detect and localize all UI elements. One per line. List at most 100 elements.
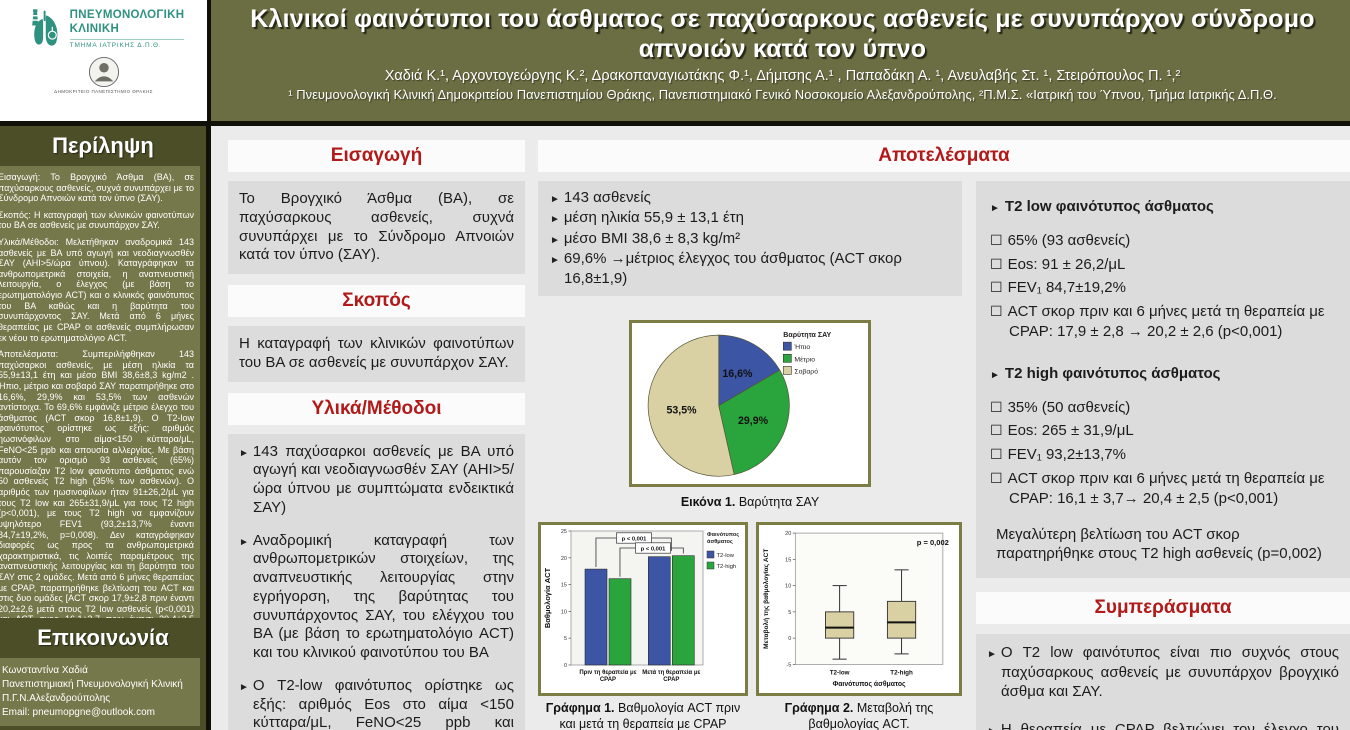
affiliations-line: ¹ Πνευμονολογική Κλινική Δημοκριτείου Πα… (288, 87, 1277, 102)
t2high-item: 35% (50 ασθενείς) (990, 398, 1336, 418)
methods-bullet: 143 παχύσαρκοι ασθενείς με ΒΑ υπό αγωγή … (239, 443, 514, 518)
chart1-caption-text: Βαθμολογία ACT πριν και μετά τη θεραπεία… (559, 700, 741, 730)
t2high-heading: T2 high φαινότυπος άσθματος (990, 364, 1336, 384)
t2low-item: 65% (93 ασθενείς) (990, 231, 1336, 251)
svg-text:CPAP: CPAP (600, 677, 616, 683)
svg-text:T2-high: T2-high (717, 564, 737, 570)
clinic-name-line1: ΠΝΕΥΜΟΝΟΛΟΓΙΚΗ (69, 9, 185, 22)
svg-text:Σοβαρό: Σοβαρό (794, 368, 818, 376)
chart2-caption-text: Μεταβολή της βαθμολογίας ACT. (808, 700, 934, 730)
svg-text:10: 10 (561, 610, 567, 616)
t2low-heading: T2 low φαινότυπος άσθματος (990, 197, 1336, 217)
svg-text:Μετά τη θεραπεία με: Μετά τη θεραπεία με (642, 670, 700, 676)
contact-line: Π.Γ.Ν.Αλεξανδρούπολης (2, 693, 111, 704)
university-seal-caption: ΔΗΜΟΚΡΙΤΕΙΟ ΠΑΝΕΠΙΣΤΗΜΙΟ ΘΡΑΚΗΣ (54, 89, 153, 94)
abstract-text-box: Εισαγωγή: Το Βρογχικό Άσθμα (ΒΑ), σε παχ… (0, 166, 200, 618)
results-details-column: T2 low φαινότυπος άσθματος 65% (93 ασθεν… (976, 181, 1350, 730)
abstract-paragraph: Υλικά/Μέθοδοι: Μελετήθηκαν αναδρομικά 14… (0, 237, 194, 343)
header-text: Κλινικοί φαινότυποι του άσθματος σε παχύ… (215, 0, 1350, 121)
intro-section-heading: Εισαγωγή (228, 140, 525, 172)
purpose-section-heading: Σκοπός (228, 285, 525, 317)
results-figures-column: 143 ασθενείςμέση ηλικία 55,9 ± 13,1 έτημ… (538, 181, 962, 730)
poster-title-line2: απνοιών κατά τον ύπνο (638, 34, 927, 63)
results-bullet: μέσο BMI 38,6 ± 8,3 kg/m² (550, 229, 950, 249)
methods-section-heading: Υλικά/Μέθοδοι (228, 392, 525, 425)
methods-bullets-box: 143 παχύσαρκοι ασθενείς με ΒΑ υπό αγωγή … (228, 433, 525, 730)
figure1-caption: Εικόνα 1. Βαρύτητα ΣΑΥ (538, 495, 962, 511)
severity-pie-panel: 16,6% 29,9% 53,5% Βαρύτητα ΣΑΥ Ήπιο Μέτριο Σοβ… (629, 320, 871, 487)
svg-text:Φαινότυπος άσθματος: Φαινότυπος άσθματος (833, 681, 906, 688)
svg-text:25: 25 (561, 529, 567, 535)
t2low-item: ACT σκορ πριν και 6 μήνες μετά τη θεραπε… (990, 302, 1336, 342)
abstract-paragraph: Αποτελέσματα: Συμπεριλήφθηκαν 143 παχύσα… (0, 349, 194, 618)
methods-column: Εισαγωγή Το Βρογχικό Άσθμα (ΒΑ), σε παχύ… (228, 140, 525, 730)
results-bullet: 69,6% →μέτριος έλεγχος του άσθματος (ACT… (550, 249, 950, 290)
contact-line: Πανεπιστημιακή Πνευμονολογική Κλινική (2, 679, 183, 690)
svg-text:20: 20 (785, 531, 791, 537)
institution-logo-box: ΠΝΕΥΜΟΝΟΛΟΓΙΚΗ ΚΛΙΝΙΚΗ ΤΜΗΜΑ ΙΑΤΡΙΚΗΣ Δ.… (0, 0, 211, 121)
authors-line: Χαδιά Κ.¹, Αρχοντογεώργης Κ.², Δρακοπανα… (384, 68, 1181, 84)
results-section: Αποτελέσματα 143 ασθενείςμέση ηλικία 55,… (538, 140, 1350, 730)
poster-title-line1: Κλινικοί φαινότυποι του άσθματος σε παχύ… (250, 5, 1315, 33)
svg-text:5: 5 (564, 636, 567, 642)
act-change-boxplot: -5 0 5 10 15 20 T2-low T2-high p = 0,002 Φαινότυπ… (762, 531, 949, 688)
t2high-items: 35% (50 ασθενείς) Eos: 265 ± 31,9/μL FEV₁ … (990, 398, 1336, 509)
svg-text:T2-low: T2-low (717, 553, 735, 559)
svg-text:άσθματος: άσθματος (707, 539, 733, 545)
results-section-heading: Αποτελέσματα (538, 140, 1350, 172)
conclusion-bullet: Η θεραπεία με CPAP βελτιώνει τον έλεγχο … (987, 720, 1339, 730)
university-seal: ΔΗΜΟΚΡΙΤΕΙΟ ΠΑΝΕΠΙΣΤΗΜΙΟ ΘΡΑΚΗΣ (54, 56, 153, 94)
svg-text:CPAP: CPAP (663, 677, 679, 683)
severity-pie-chart: 16,6% 29,9% 53,5% Βαρύτητα ΣΑΥ Ήπιο Μέτριο Σοβ… (647, 332, 832, 477)
svg-text:5: 5 (788, 610, 791, 616)
t2high-item: FEV₁ 93,2±13,7% (990, 445, 1336, 465)
svg-text:Βαρύτητα ΣΑΥ: Βαρύτητα ΣΑΥ (783, 332, 831, 339)
svg-text:20: 20 (561, 556, 567, 562)
t2high-item: Eos: 265 ± 31,9/μL (990, 421, 1336, 441)
figure1-caption-label: Εικόνα 1. (680, 494, 736, 509)
clinic-subtitle: ΤΜΗΜΑ ΙΑΤΡΙΚΗΣ Δ.Π.Θ. (69, 38, 185, 49)
chart1-caption: Γράφημα 1. Βαθμολογία ACT πριν και μετά … (538, 701, 748, 730)
clinic-name-line2: ΚΛΙΝΙΚΗ (69, 22, 120, 35)
svg-text:Μεταβολή της βαθμολογίας ACT: Μεταβολή της βαθμολογίας ACT (762, 549, 770, 649)
contact-line: Κωνσταντίνα Χαδιά (2, 665, 88, 676)
results-bullet: 143 ασθενείς (550, 188, 950, 208)
contact-info-box: Κωνσταντίνα Χαδιά Πανεπιστημιακή Πνευμονο… (0, 658, 200, 726)
results-summary-box: 143 ασθενείςμέση ηλικία 55,9 ± 13,1 έτημ… (538, 181, 962, 297)
chart2-caption: Γράφημα 2. Μεταβολή της βαθμολογίας ACT. (756, 701, 962, 730)
t2high-item: ACT σκορ πριν και 6 μήνες μετά τη θεραπε… (990, 469, 1336, 509)
methods-bullet: Ο T2-low φαινότυπος ορίστηκε ως εξής: αρ… (239, 677, 514, 730)
svg-text:53,5%: 53,5% (667, 405, 698, 417)
svg-text:15: 15 (785, 558, 791, 564)
svg-text:T2-low: T2-low (830, 670, 850, 677)
svg-text:p = 0,002: p = 0,002 (917, 538, 949, 547)
purpose-text-box: Η καταγραφή των κλινικών φαινοτύπων του … (228, 326, 525, 382)
act-bar-panel: 0 5 10 15 20 25 Πριν τη θεραπεία με CPAP Μετά τη… (538, 522, 748, 696)
svg-text:Μέτριο: Μέτριο (794, 356, 815, 364)
svg-text:Φαινότυπος: Φαινότυπος (707, 532, 739, 538)
svg-text:p < 0,001: p < 0,001 (622, 537, 647, 543)
intro-text-box: Το Βρογχικό Άσθμα (ΒΑ), σε παχύσαρκους α… (228, 181, 525, 274)
t2low-item: FEV₁ 84,7±19,2% (990, 278, 1336, 298)
svg-text:10: 10 (785, 584, 791, 590)
svg-text:Ήπιο: Ήπιο (793, 344, 810, 351)
contact-heading: Επικοινωνία (37, 625, 169, 650)
lungs-lighthouse-icon (31, 9, 58, 46)
methods-bullet: Αναδρομική καταγραφή των ανθρωπομετρικών… (239, 532, 514, 663)
abstract-paragraph: Σκοπός: Η καταγραφή των κλινικών φαινοτύ… (0, 209, 194, 231)
svg-text:29,9%: 29,9% (738, 415, 769, 427)
phenotype-details-box: T2 low φαινότυπος άσθματος 65% (93 ασθεν… (976, 181, 1350, 579)
contact-line: Email: pneumopgne@outlook.com (2, 707, 156, 718)
chart2-caption-label: Γράφημα 2. (784, 700, 854, 715)
conclusions-box: Ο T2 low φαινότυπος είναι πιο συχνός στο… (976, 634, 1350, 730)
chart1-caption-label: Γράφημα 1. (545, 700, 615, 715)
abstract-heading: Περίληψη (52, 133, 154, 158)
results-note: Μεγαλύτερη βελτίωση του ACT σκορ παρατηρ… (996, 525, 1322, 563)
clinic-name-block: ΠΝΕΥΜΟΝΟΛΟΓΙΚΗ ΚΛΙΝΙΚΗ ΤΜΗΜΑ ΙΑΤΡΙΚΗΣ Δ.… (69, 9, 185, 49)
svg-text:T2-high: T2-high (890, 670, 913, 677)
abstract-sidebar: Περίληψη Εισαγωγή: Το Βρογχικό Άσθμα (ΒΑ… (0, 126, 211, 730)
results-bullet: μέση ηλικία 55,9 ± 13,1 έτη (550, 208, 950, 228)
poster-header: Κλινικοί φαινότυποι του άσθματος σε παχύ… (0, 0, 1350, 126)
